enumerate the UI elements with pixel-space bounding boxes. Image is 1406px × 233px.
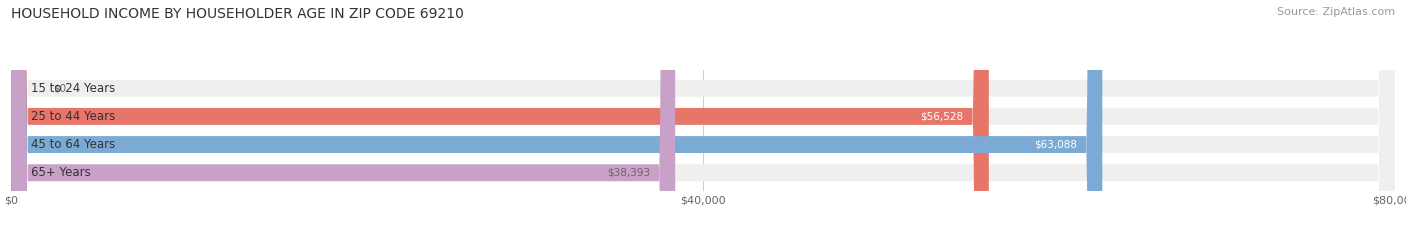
Text: Source: ZipAtlas.com: Source: ZipAtlas.com bbox=[1277, 7, 1395, 17]
FancyBboxPatch shape bbox=[11, 0, 1395, 233]
FancyBboxPatch shape bbox=[11, 0, 675, 233]
Text: 65+ Years: 65+ Years bbox=[31, 166, 91, 179]
Text: $38,393: $38,393 bbox=[607, 168, 650, 178]
Text: $0: $0 bbox=[53, 83, 66, 93]
Text: $56,528: $56,528 bbox=[921, 111, 963, 121]
FancyBboxPatch shape bbox=[11, 0, 1395, 233]
Text: HOUSEHOLD INCOME BY HOUSEHOLDER AGE IN ZIP CODE 69210: HOUSEHOLD INCOME BY HOUSEHOLDER AGE IN Z… bbox=[11, 7, 464, 21]
FancyBboxPatch shape bbox=[11, 0, 1395, 233]
Text: 15 to 24 Years: 15 to 24 Years bbox=[31, 82, 115, 95]
Text: $63,088: $63,088 bbox=[1033, 140, 1077, 150]
Text: 25 to 44 Years: 25 to 44 Years bbox=[31, 110, 115, 123]
Text: 45 to 64 Years: 45 to 64 Years bbox=[31, 138, 115, 151]
FancyBboxPatch shape bbox=[11, 0, 1102, 233]
FancyBboxPatch shape bbox=[11, 0, 988, 233]
FancyBboxPatch shape bbox=[11, 0, 1395, 233]
